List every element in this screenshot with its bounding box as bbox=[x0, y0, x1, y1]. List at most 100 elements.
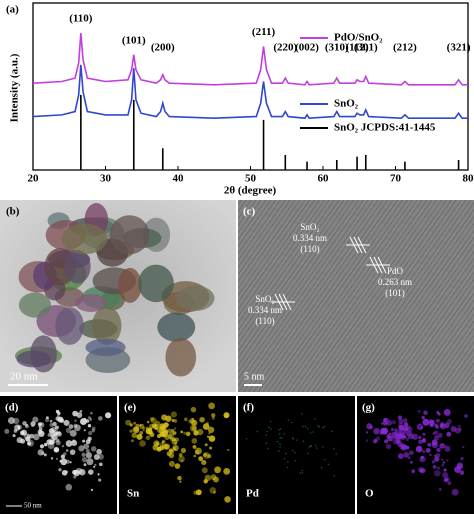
map-signal bbox=[202, 467, 208, 473]
map-signal bbox=[214, 466, 221, 473]
map-signal bbox=[184, 418, 188, 422]
map-signal bbox=[433, 465, 437, 469]
map-signal bbox=[418, 436, 421, 439]
map-signal bbox=[279, 433, 281, 435]
map-signal bbox=[72, 439, 75, 442]
map-signal bbox=[58, 468, 61, 471]
map-signal bbox=[446, 477, 449, 480]
map-signal bbox=[408, 436, 410, 438]
map-signal bbox=[442, 472, 448, 478]
map-signal bbox=[86, 458, 93, 465]
map-signal bbox=[38, 449, 44, 455]
map-signal bbox=[423, 433, 426, 436]
panel-label: (c) bbox=[243, 206, 256, 218]
map-signal bbox=[139, 440, 146, 447]
map-signal bbox=[376, 436, 380, 440]
map-signal bbox=[279, 437, 281, 439]
peak-label: (110) bbox=[69, 13, 93, 25]
map-signal bbox=[181, 448, 186, 453]
map-signal bbox=[63, 452, 66, 455]
map-signal bbox=[161, 430, 168, 437]
map-signal bbox=[81, 453, 85, 457]
map-signal bbox=[381, 423, 383, 425]
map-signal bbox=[381, 428, 387, 434]
map-signal bbox=[422, 450, 425, 453]
map-signal bbox=[227, 449, 229, 451]
x-tick-label: 50 bbox=[245, 173, 257, 185]
map-signal bbox=[452, 489, 459, 496]
map-signal bbox=[257, 431, 259, 433]
map-signal bbox=[147, 421, 149, 423]
map-signal bbox=[177, 476, 182, 481]
map-signal bbox=[302, 472, 304, 474]
map-signal bbox=[212, 417, 215, 420]
map-signal bbox=[175, 463, 181, 469]
map-signal bbox=[333, 448, 335, 450]
x-tick-label: 80 bbox=[463, 173, 474, 185]
peak-label: (101) bbox=[122, 34, 146, 46]
map-signal bbox=[299, 472, 301, 474]
map-signal bbox=[105, 412, 111, 418]
map-signal bbox=[66, 449, 69, 452]
map-signal bbox=[224, 496, 231, 503]
map-signal bbox=[437, 466, 441, 470]
map-signal bbox=[57, 417, 63, 423]
map-signal bbox=[422, 419, 429, 426]
map-signal bbox=[196, 489, 202, 495]
map-signal bbox=[90, 412, 93, 415]
map-signal bbox=[38, 422, 42, 426]
map-signal bbox=[224, 412, 230, 418]
map-signal bbox=[55, 432, 59, 436]
particle bbox=[55, 307, 84, 345]
map-signal bbox=[165, 415, 171, 421]
map-signal bbox=[301, 413, 303, 415]
map-signal bbox=[206, 422, 209, 425]
map-signal bbox=[287, 467, 289, 469]
particle bbox=[19, 293, 51, 318]
map-signal bbox=[438, 413, 441, 416]
map-signal bbox=[284, 433, 286, 435]
map-signal bbox=[386, 444, 391, 449]
map-signal bbox=[302, 470, 304, 472]
map-signal bbox=[278, 429, 280, 431]
map-signal bbox=[195, 448, 202, 455]
map-signal bbox=[295, 460, 297, 462]
map-signal bbox=[146, 435, 151, 440]
map-signal bbox=[287, 461, 289, 463]
map-signal bbox=[62, 445, 64, 447]
map-signal bbox=[436, 448, 440, 452]
x-tick-label: 20 bbox=[28, 173, 40, 185]
map-signal bbox=[421, 427, 423, 429]
map-signal bbox=[294, 452, 296, 454]
map-signal bbox=[313, 431, 315, 433]
map-signal bbox=[20, 439, 25, 444]
map-signal bbox=[288, 419, 290, 421]
peak-label: (220) bbox=[273, 42, 297, 54]
panel-label: (e) bbox=[124, 402, 137, 414]
map-signal bbox=[427, 443, 431, 447]
legend-label: SnO₂ bbox=[334, 98, 359, 110]
panel-label: (f) bbox=[243, 402, 254, 414]
map-signal bbox=[66, 440, 73, 447]
map-signal bbox=[213, 477, 219, 483]
x-axis-label: 2θ (degree) bbox=[224, 185, 277, 197]
element-label: O bbox=[365, 488, 374, 500]
map-signal bbox=[163, 422, 168, 427]
map-signal bbox=[421, 416, 424, 419]
map-signal bbox=[96, 449, 102, 455]
lattice-annotation: (101) bbox=[385, 288, 405, 298]
map-signal bbox=[174, 419, 178, 423]
map-signal bbox=[169, 461, 175, 467]
map-signal bbox=[302, 426, 304, 428]
map-signal bbox=[434, 470, 441, 477]
map-signal bbox=[88, 469, 93, 474]
particle bbox=[16, 351, 50, 368]
map-signal bbox=[366, 439, 368, 441]
map-signal bbox=[404, 452, 410, 458]
eds-maps: (d)(e)Sn(f)Pd(g)O bbox=[0, 396, 474, 514]
map-signal bbox=[277, 441, 279, 443]
map-signal bbox=[266, 442, 268, 444]
lattice-annotation: (110) bbox=[300, 244, 319, 254]
map-signal bbox=[388, 433, 391, 436]
map-signal bbox=[169, 448, 173, 452]
